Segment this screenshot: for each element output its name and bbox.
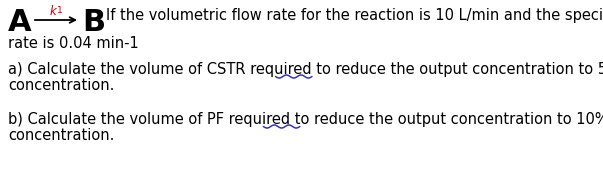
Text: k: k — [50, 5, 57, 18]
Text: a) Calculate the volume of CSTR required to reduce the output concentration to 5: a) Calculate the volume of CSTR required… — [8, 62, 603, 77]
Text: B: B — [82, 8, 105, 37]
Text: b) Calculate the volume of PF required to reduce the output concentration to 10%: b) Calculate the volume of PF required t… — [8, 112, 603, 127]
Text: concentration.: concentration. — [8, 128, 115, 143]
Text: 1: 1 — [57, 6, 63, 15]
Text: concentration.: concentration. — [8, 78, 115, 93]
Text: rate is 0.04 min-1: rate is 0.04 min-1 — [8, 36, 139, 51]
Text: If the volumetric flow rate for the reaction is 10 L/min and the specific reacti: If the volumetric flow rate for the reac… — [106, 8, 603, 23]
Text: A: A — [8, 8, 31, 37]
